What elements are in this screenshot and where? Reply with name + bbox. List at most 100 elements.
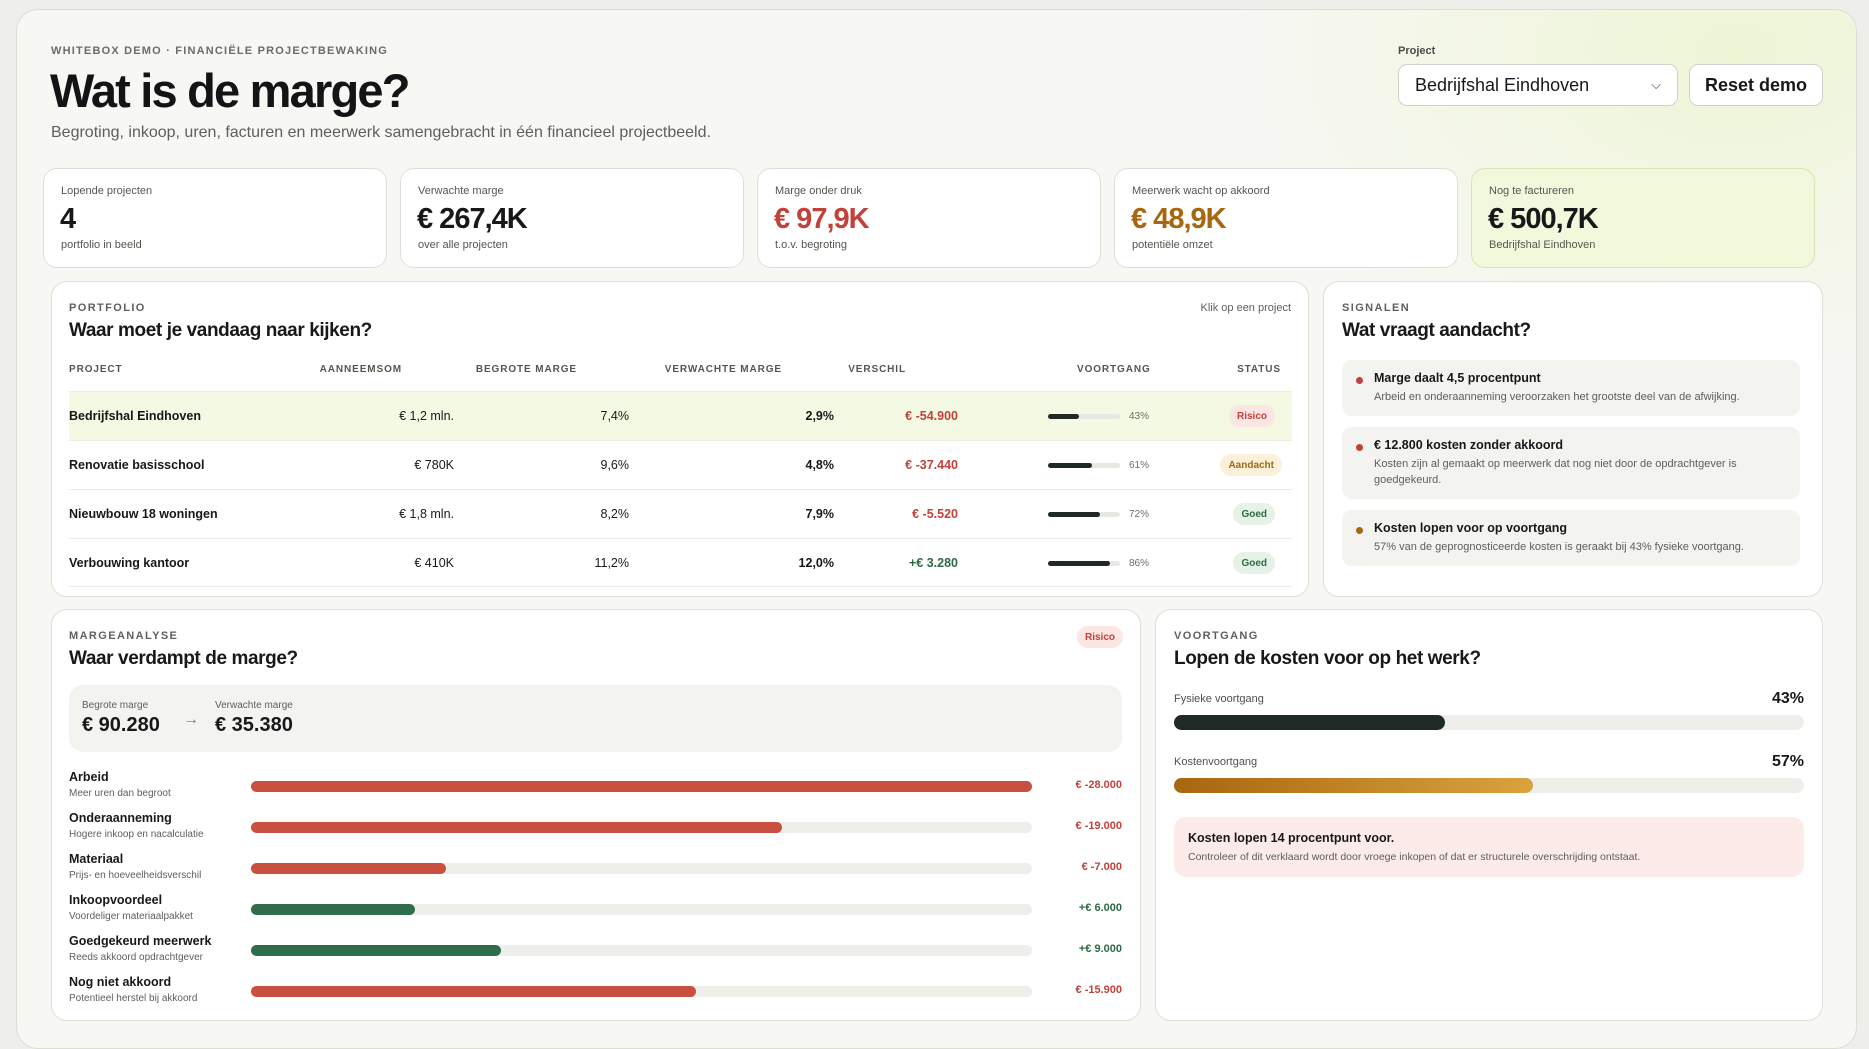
signalen-eyebrow: SIGNALEN — [1342, 302, 1411, 314]
factor-bar-fill — [251, 945, 501, 956]
column-header-verwachte-marge: VERWACHTE MARGE — [664, 364, 782, 375]
kpi-label: Meerwerk wacht op akkoord — [1132, 185, 1270, 197]
marge-factor-row: Materiaal Prijs- en hoeveelheidsverschil… — [69, 852, 1122, 893]
signal-desc: Kosten zijn al gemaakt op meerwerk dat n… — [1374, 458, 1737, 486]
kpi-sub: portfolio in beeld — [61, 239, 142, 251]
factor-label: Arbeid — [69, 770, 109, 784]
progress-bar — [1048, 561, 1120, 566]
verwachte-marge-label: Verwachte marge — [215, 700, 293, 711]
progress-bar — [1048, 512, 1120, 517]
factor-sub: Potentieel herstel bij akkoord — [69, 993, 198, 1004]
factor-value: +€ 9.000 — [1078, 943, 1122, 955]
progress-percentage: 72% — [1129, 509, 1150, 520]
factor-sub: Reeds akkoord opdrachtgever — [69, 952, 203, 963]
app-window: WHITEBOX DEMO · FINANCIËLE PROJECTBEWAKI… — [16, 9, 1857, 1049]
kpi-card: Lopende projecten 4 portfolio in beeld — [43, 168, 387, 268]
project-select-value: Bedrijfshal Eindhoven — [1415, 74, 1590, 95]
signal-item: Marge daalt 4,5 procentpunt Arbeid en on… — [1342, 360, 1800, 416]
table-row[interactable]: Nieuwbouw 18 woningen € 1,8 mln. 8,2% 7,… — [69, 489, 1292, 538]
factor-bar — [251, 986, 1032, 997]
factor-bar-fill — [251, 904, 415, 915]
factor-value: € -15.900 — [1075, 984, 1122, 996]
marge-factor-row: Onderaanneming Hogere inkoop en nacalcul… — [69, 811, 1122, 852]
factor-sub: Hogere inkoop en nacalculatie — [69, 829, 204, 840]
verschil-cell: € -37.440 — [905, 458, 958, 472]
kpi-card: Marge onder druk € 97,9K t.o.v. begrotin… — [757, 168, 1101, 268]
kostenvoortgang-label: Kostenvoortgang — [1174, 756, 1258, 768]
signal-dot-icon — [1356, 527, 1363, 534]
table-row[interactable]: Verbouwing kantoor € 410K 11,2% 12,0% +€… — [69, 538, 1292, 587]
kostenvoortgang-bar — [1174, 778, 1804, 793]
factor-bar — [251, 945, 1032, 956]
factor-label: Inkoopvoordeel — [69, 893, 163, 907]
factor-bar — [251, 904, 1032, 915]
progress-percentage: 86% — [1129, 558, 1150, 569]
portfolio-hint: Klik op een project — [1200, 302, 1292, 314]
marge-factor-row: Inkoopvoordeel Voordeliger materiaalpakk… — [69, 893, 1122, 934]
factor-sub: Prijs- en hoeveelheidsverschil — [69, 870, 202, 881]
table-row[interactable]: Renovatie basisschool € 780K 9,6% 4,8% €… — [69, 440, 1292, 489]
progress-percentage: 61% — [1129, 460, 1150, 471]
progress-fill — [1048, 561, 1110, 566]
table-row[interactable]: Bedrijfshal Eindhoven € 1,2 mln. 7,4% 2,… — [69, 391, 1292, 440]
kostenvoortgang-fill — [1174, 778, 1534, 793]
signal-desc: Arbeid en onderaanneming veroorzaken het… — [1374, 391, 1740, 403]
reset-demo-button[interactable]: Reset demo — [1689, 64, 1823, 106]
begrote-marge-label: Begrote marge — [82, 700, 149, 711]
fysieke-voortgang-bar — [1174, 715, 1804, 730]
factor-bar — [251, 863, 1032, 874]
marge-factor-row: Arbeid Meer uren dan begroot € -28.000 — [69, 770, 1122, 811]
factor-label: Nog niet akkoord — [69, 975, 172, 989]
signal-dot-icon — [1356, 377, 1363, 384]
portfolio-eyebrow: PORTFOLIO — [69, 302, 146, 314]
kpi-value: € 267,4K — [417, 203, 528, 235]
voortgang-header-text: VOORTGANG — [1077, 364, 1151, 375]
kpi-sub: t.o.v. begroting — [775, 239, 847, 251]
factor-bar-fill — [251, 863, 447, 874]
signal-item: € 12.800 kosten zonder akkoord Kosten zi… — [1342, 427, 1800, 499]
page-title: Wat is de marge? — [50, 64, 410, 117]
verschil-cell: € -54.900 — [905, 409, 958, 423]
factor-bar-fill — [251, 986, 697, 997]
factor-label: Onderaanneming — [69, 811, 172, 825]
signal-dot-icon — [1356, 444, 1363, 451]
verwachte-marge-value: € 35.380 — [215, 714, 293, 736]
kosten-alert: Kosten lopen 14 procentpunt voor. Contro… — [1174, 817, 1804, 877]
column-header-verschil: VERSCHIL — [848, 364, 906, 375]
factor-value: € -28.000 — [1075, 779, 1122, 791]
marge-factor-row: Goedgekeurd meerwerk Reeds akkoord opdra… — [69, 934, 1122, 975]
factor-value: € -19.000 — [1075, 820, 1122, 832]
aanneemsom-cell: € 1,2 mln. — [399, 409, 454, 423]
fysieke-voortgang-label: Fysieke voortgang — [1174, 693, 1264, 705]
status-badge: Aandacht — [1220, 454, 1282, 476]
factor-bar — [251, 781, 1032, 792]
status-badge: Goed — [1233, 552, 1275, 574]
project-select[interactable]: Bedrijfshal Eindhoven ⌵ — [1398, 64, 1678, 106]
signalen-card: SIGNALEN Wat vraagt aandacht? Marge daal… — [1323, 281, 1823, 597]
project-name: Verbouwing kantoor — [69, 556, 190, 570]
kpi-value: 4 — [60, 203, 76, 235]
progress-fill — [1048, 512, 1100, 517]
margeanalyse-title: Waar verdampt de marge? — [69, 648, 298, 669]
voortgang-eyebrow: VOORTGANG — [1174, 630, 1259, 642]
column-header-begrote-marge: BEGROTE MARGE — [475, 364, 577, 375]
verschil-cell: € -5.520 — [912, 507, 958, 521]
marge-compare-box: Begrote marge € 90.280 → Verwachte marge… — [69, 685, 1122, 752]
voortgang-title: Lopen de kosten voor op het werk? — [1174, 648, 1481, 669]
factor-bar-fill — [251, 822, 783, 833]
project-name: Nieuwbouw 18 woningen — [69, 507, 218, 521]
status-badge: Goed — [1233, 503, 1275, 525]
arrow-right-icon: → — [183, 711, 199, 728]
chevron-down-icon: ⌵ — [1651, 77, 1661, 92]
factor-value: +€ 6.000 — [1078, 902, 1122, 914]
begrote-marge-cell: 9,6% — [600, 458, 630, 472]
progress-fill — [1048, 463, 1092, 468]
aanneemsom-cell: € 780K — [414, 458, 454, 472]
signal-title: Kosten lopen voor op voortgang — [1374, 521, 1568, 535]
alert-desc: Controleer of dit verklaard wordt door v… — [1188, 851, 1641, 863]
portfolio-card: PORTFOLIO Waar moet je vandaag naar kijk… — [51, 281, 1309, 597]
kpi-sub: Bedrijfshal Eindhoven — [1489, 239, 1596, 251]
factor-label: Materiaal — [69, 852, 124, 866]
voortgang-card: VOORTGANG Lopen de kosten voor op het we… — [1155, 609, 1823, 1021]
page-subtitle: Begroting, inkoop, uren, facturen en mee… — [51, 124, 711, 141]
